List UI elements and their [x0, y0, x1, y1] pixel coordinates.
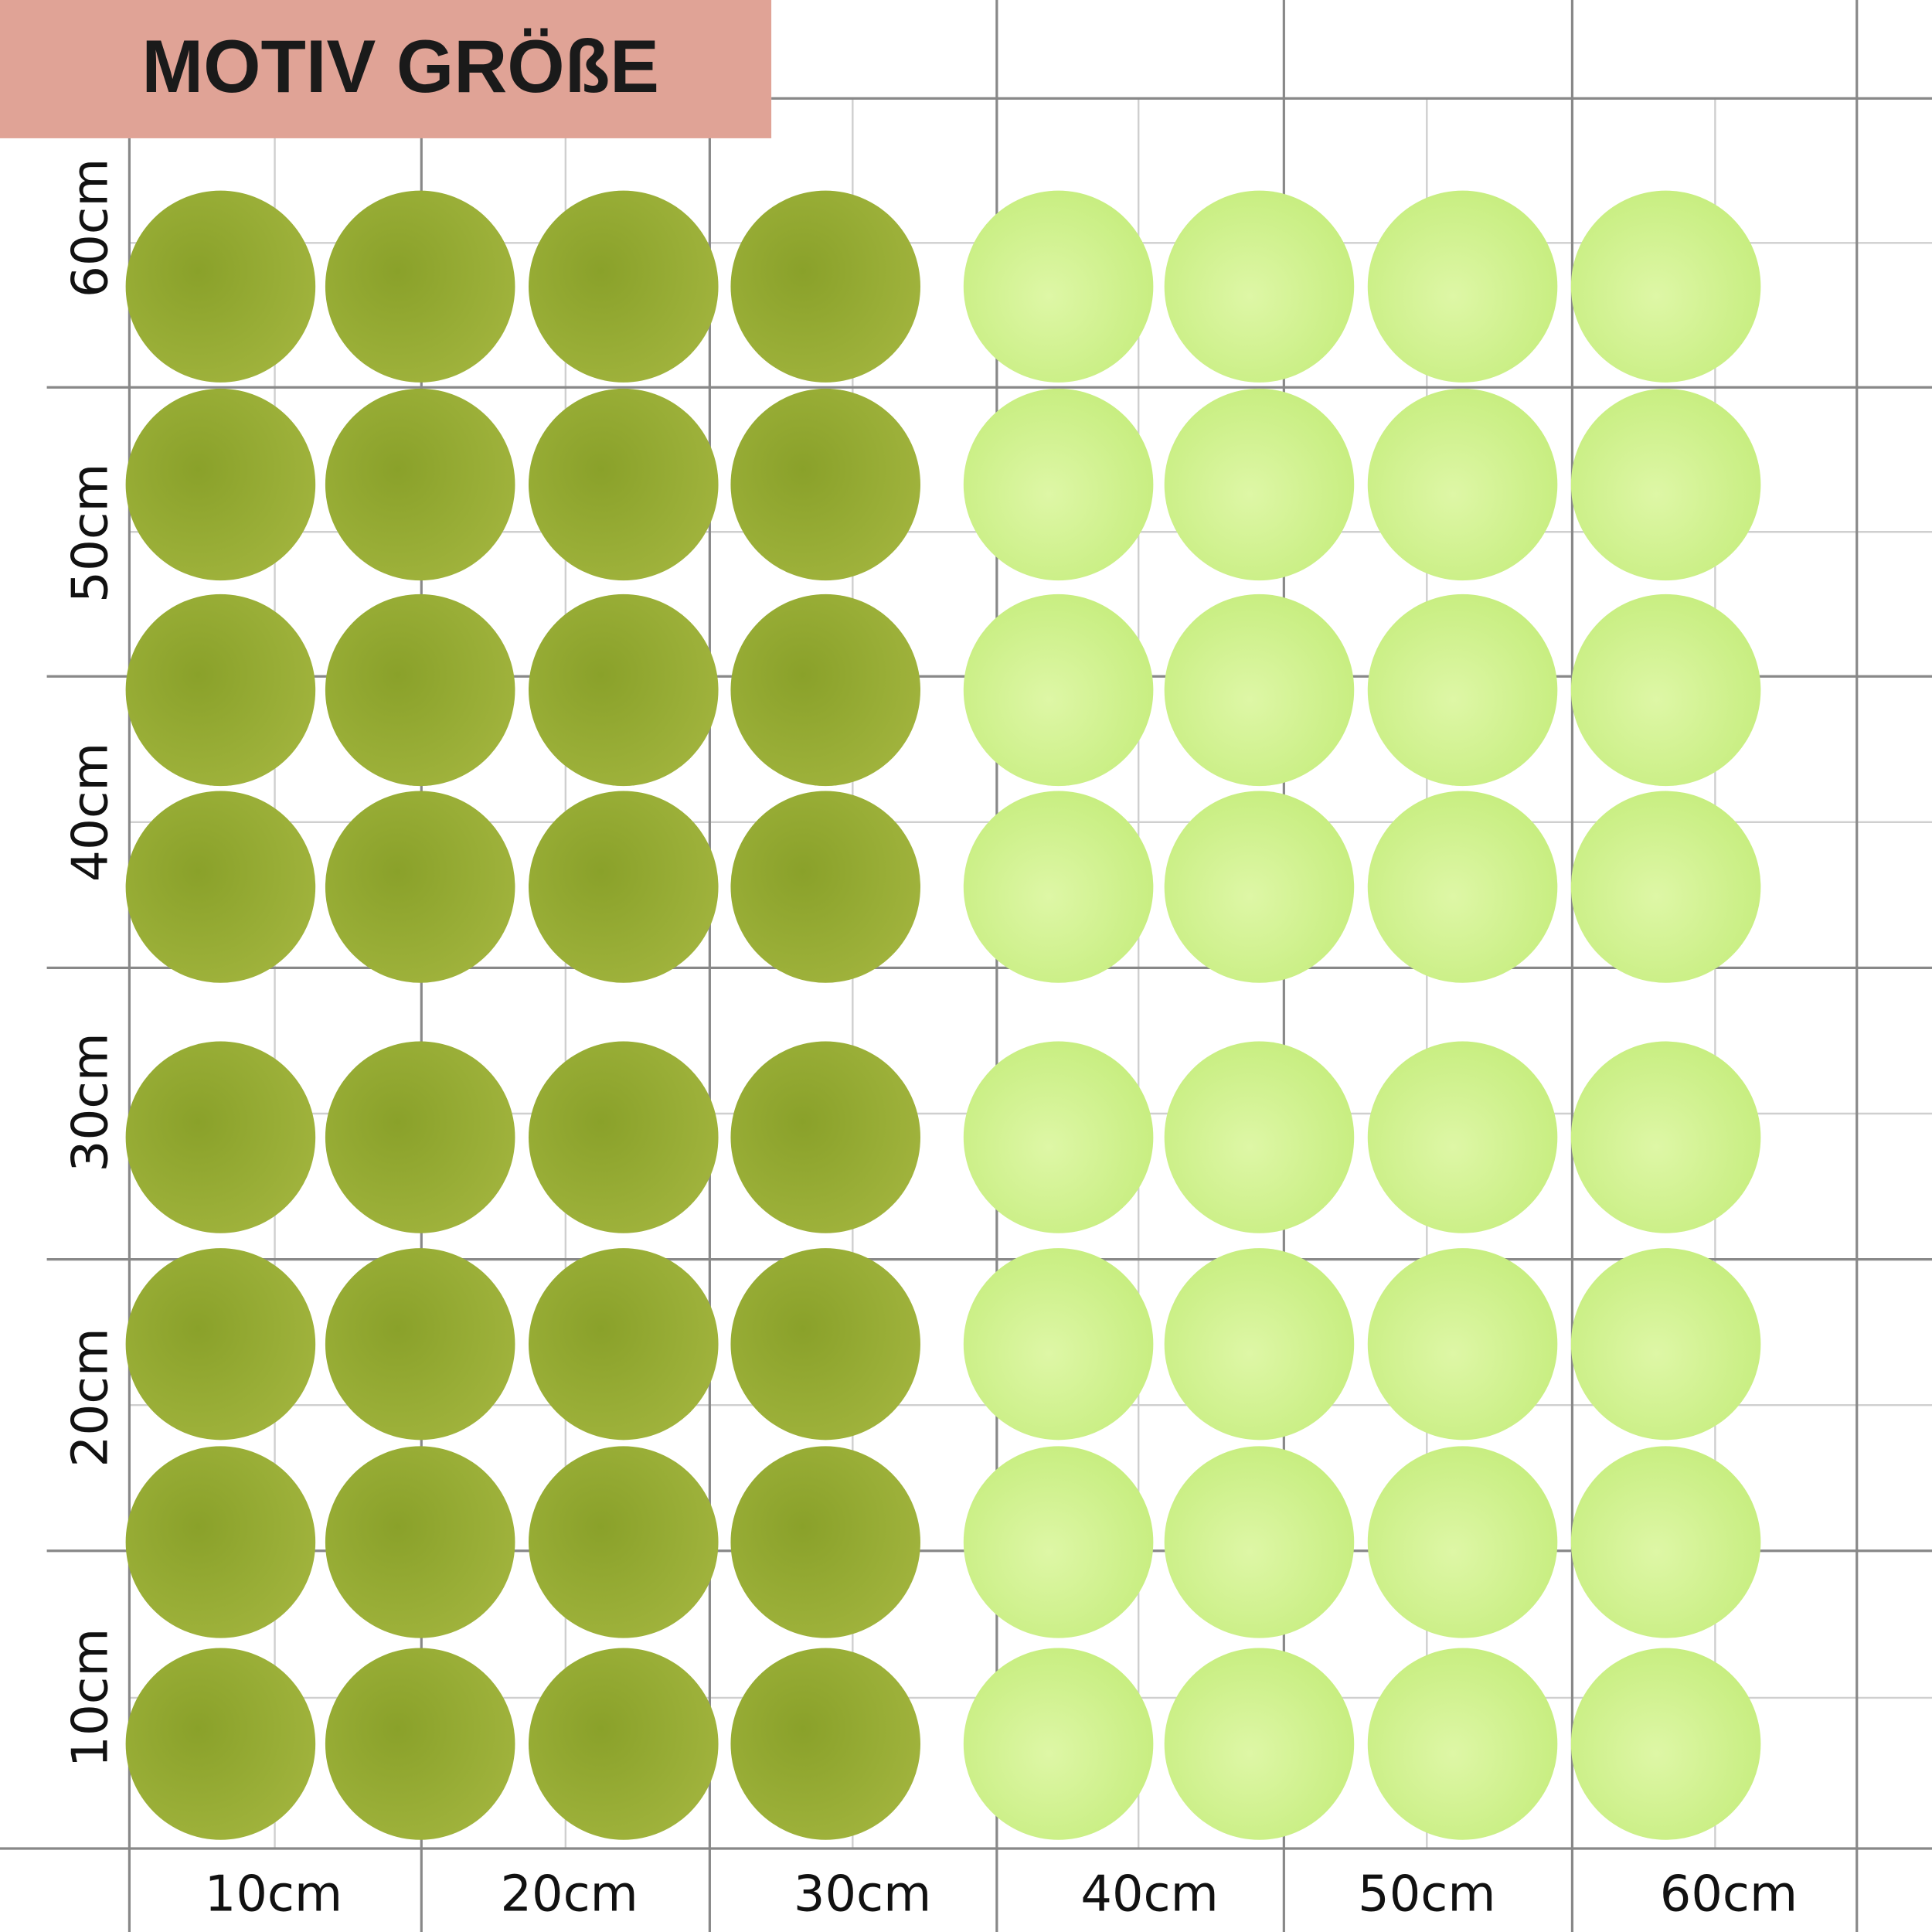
y-label: 50cm	[62, 464, 120, 603]
light-dot	[1570, 388, 1761, 581]
light-dot	[1367, 1041, 1558, 1233]
dark-dot	[730, 1648, 921, 1840]
x-label: 60cm	[1660, 1865, 1798, 1923]
x-label: 10cm	[205, 1865, 342, 1923]
dark-dot	[325, 1041, 515, 1233]
light-dot	[1367, 1446, 1558, 1638]
y-label: 40cm	[62, 743, 120, 882]
dark-dot	[528, 1248, 719, 1440]
light-dot	[963, 190, 1154, 383]
dark-dot	[325, 594, 515, 787]
light-dot	[1570, 190, 1761, 383]
dark-dot	[125, 1648, 316, 1840]
dark-dot	[125, 594, 316, 787]
light-dot	[963, 1648, 1154, 1840]
title: MOTIV GRÖßE	[141, 26, 659, 109]
dark-dot	[730, 1248, 921, 1440]
dark-dot	[730, 1041, 921, 1233]
dots	[125, 190, 1761, 1840]
dark-dot	[125, 791, 316, 983]
dark-dot	[325, 388, 515, 581]
light-dot	[1164, 1648, 1355, 1840]
dark-dot	[730, 1446, 921, 1638]
dark-dot	[528, 791, 719, 983]
light-dot	[963, 1248, 1154, 1440]
light-dot	[1367, 791, 1558, 983]
dark-dot	[730, 388, 921, 581]
dark-dot	[125, 1248, 316, 1440]
dark-dot	[125, 190, 316, 383]
dark-dot	[528, 1041, 719, 1233]
dark-dot	[125, 1041, 316, 1233]
light-dot	[1164, 1446, 1355, 1638]
dark-dot	[528, 388, 719, 581]
dark-dot	[730, 791, 921, 983]
light-dot	[1164, 1248, 1355, 1440]
light-dot	[1367, 1648, 1558, 1840]
light-dot	[963, 388, 1154, 581]
x-label: 30cm	[794, 1865, 931, 1923]
light-dot	[1164, 791, 1355, 983]
light-dot	[1164, 388, 1355, 581]
light-dot	[1570, 1648, 1761, 1840]
dark-dot	[325, 1446, 515, 1638]
dark-dot	[528, 1648, 719, 1840]
light-dot	[1367, 190, 1558, 383]
y-label: 30cm	[62, 1032, 120, 1172]
light-dot	[1570, 594, 1761, 787]
x-label: 50cm	[1358, 1865, 1495, 1923]
light-dot	[1367, 1248, 1558, 1440]
dark-dot	[528, 1446, 719, 1638]
dark-dot	[325, 791, 515, 983]
y-label: 20cm	[62, 1328, 120, 1467]
dark-dot	[325, 1248, 515, 1440]
light-dot	[1570, 1248, 1761, 1440]
y-label: 10cm	[62, 1628, 120, 1767]
dark-dot	[730, 190, 921, 383]
dark-dot	[528, 190, 719, 383]
light-dot	[1570, 1446, 1761, 1638]
light-dot	[1570, 791, 1761, 983]
y-label: 60cm	[62, 158, 120, 298]
light-dot	[1164, 594, 1355, 787]
dark-dot	[125, 1446, 316, 1638]
light-dot	[1164, 1041, 1355, 1233]
dark-dot	[528, 594, 719, 787]
title-box	[0, 0, 772, 138]
dark-dot	[325, 190, 515, 383]
light-dot	[1164, 190, 1355, 383]
light-dot	[963, 1041, 1154, 1233]
labels: 10cm 20cm 30cm 40cm 50cm 60cm 60cm 50cm 40cm 30cm…	[62, 158, 1798, 1923]
light-dot	[1367, 594, 1558, 787]
light-dot	[1570, 1041, 1761, 1233]
light-dot	[963, 1446, 1154, 1638]
dark-dot	[125, 388, 316, 581]
light-dot	[963, 791, 1154, 983]
dark-dot	[325, 1648, 515, 1840]
dark-dot	[730, 594, 921, 787]
light-dot	[963, 594, 1154, 787]
x-label: 40cm	[1080, 1865, 1218, 1923]
light-dot	[1367, 388, 1558, 581]
x-label: 20cm	[500, 1865, 638, 1923]
